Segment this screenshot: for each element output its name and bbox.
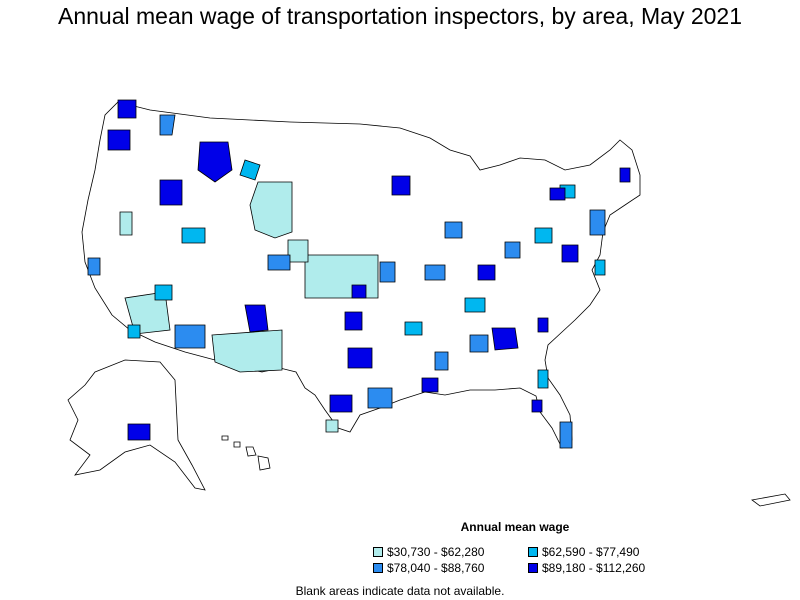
legend-label-2: $62,590 - $77,490 <box>542 545 640 559</box>
legend-item-3: $78,040 - $88,760 <box>373 561 484 575</box>
legend-swatch-4 <box>528 563 538 573</box>
legend-label-1: $30,730 - $62,280 <box>387 545 485 559</box>
legend-item-2: $62,590 - $77,490 <box>528 545 639 559</box>
tier-4-areas <box>107 99 631 441</box>
legend-swatch-1 <box>373 547 383 557</box>
map-title: Annual mean wage of transportation inspe… <box>57 3 742 29</box>
legend-label-4: $89,180 - $112,260 <box>542 561 646 575</box>
hawaii-islands <box>221 435 271 471</box>
legend-swatch-3 <box>373 563 383 573</box>
tier-3-areas <box>87 114 606 449</box>
legend-label-3: $78,040 - $88,760 <box>387 561 485 575</box>
footnote: Blank areas indicate data not available. <box>295 584 505 598</box>
legend-item-4: $89,180 - $112,260 <box>528 561 645 575</box>
legend-item-1: $30,730 - $62,280 <box>373 545 484 559</box>
legend-swatch-2 <box>528 547 538 557</box>
puerto-rico <box>751 493 791 507</box>
tier-2-areas <box>127 159 606 389</box>
legend-title: Annual mean wage <box>460 520 570 534</box>
